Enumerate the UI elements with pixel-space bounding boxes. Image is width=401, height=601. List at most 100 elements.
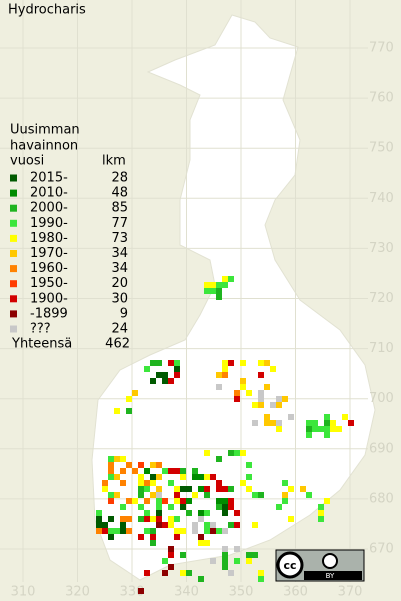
observation <box>96 516 102 522</box>
observation <box>246 474 252 480</box>
observation <box>210 528 216 534</box>
observation <box>180 474 186 480</box>
y-tick-label: 730 <box>369 241 394 256</box>
observation <box>264 414 270 420</box>
observation <box>282 396 288 402</box>
observation <box>222 504 228 510</box>
y-tick-label: 720 <box>369 291 394 306</box>
observation <box>348 420 354 426</box>
observation <box>228 570 234 576</box>
observation <box>210 474 216 480</box>
observation <box>198 540 204 546</box>
observation <box>216 288 222 294</box>
observation <box>216 528 222 534</box>
total-count: 462 <box>105 337 130 352</box>
observation <box>120 516 126 522</box>
observation <box>114 492 120 498</box>
observation <box>162 522 168 528</box>
observation <box>150 378 156 384</box>
legend-swatch <box>10 250 17 257</box>
legend-swatch <box>10 295 17 303</box>
badge-strip <box>304 571 362 580</box>
observation <box>258 390 264 396</box>
observation <box>222 498 228 504</box>
observation <box>186 498 192 504</box>
land <box>91 14 376 581</box>
y-tick-label: 680 <box>369 491 394 506</box>
observation <box>216 372 222 378</box>
observation <box>138 492 144 498</box>
legend-swatch <box>10 189 17 197</box>
observation <box>174 372 180 378</box>
legend-count-heading: lkm <box>102 154 126 169</box>
observation <box>162 558 168 564</box>
observation <box>288 486 294 492</box>
y-tick-label: 710 <box>369 341 394 356</box>
observation <box>162 372 168 378</box>
observation <box>210 522 216 528</box>
observation <box>258 396 264 402</box>
y-tick-label: 750 <box>369 141 394 156</box>
observation <box>144 366 150 372</box>
y-tick-label: 700 <box>369 391 394 406</box>
observation <box>174 468 180 474</box>
observation <box>132 390 138 396</box>
observation <box>258 492 264 498</box>
x-tick-label: 310 <box>11 585 36 600</box>
observation <box>186 510 192 516</box>
observation <box>276 420 282 426</box>
observation <box>162 468 168 474</box>
observation <box>204 474 210 480</box>
observation <box>126 516 132 522</box>
legend-swatch <box>10 310 17 318</box>
observation <box>150 492 156 498</box>
observation <box>288 414 294 420</box>
observation <box>234 390 240 396</box>
observation <box>198 576 204 582</box>
observation <box>120 468 126 474</box>
observation <box>246 462 252 468</box>
observation <box>324 420 330 426</box>
observation <box>132 468 138 474</box>
observation <box>234 510 240 516</box>
observation <box>174 366 180 372</box>
observation <box>168 546 174 552</box>
observation <box>204 486 210 492</box>
observation <box>156 510 162 516</box>
observation <box>156 504 162 510</box>
observation <box>108 534 114 540</box>
observation <box>144 486 150 492</box>
legend-label: 2015- <box>30 171 68 186</box>
legend-count: 48 <box>111 186 128 201</box>
observation <box>204 492 210 498</box>
observation <box>228 498 234 504</box>
observation <box>162 378 168 384</box>
observation <box>264 420 270 426</box>
observation <box>168 564 174 570</box>
observation <box>156 474 162 480</box>
observation <box>258 372 264 378</box>
observation <box>186 570 192 576</box>
observation <box>228 450 234 456</box>
observation <box>120 522 126 528</box>
observation <box>234 522 240 528</box>
observation <box>246 486 252 492</box>
title: Hydrocharis <box>8 3 86 18</box>
observation <box>144 570 150 576</box>
observation <box>234 546 240 552</box>
observation <box>150 360 156 366</box>
legend-swatch <box>10 265 17 273</box>
observation <box>216 486 222 492</box>
observation <box>150 516 156 522</box>
observation <box>204 510 210 516</box>
observation <box>138 474 144 480</box>
x-tick-label: 340 <box>174 585 199 600</box>
observation <box>162 570 168 576</box>
observation <box>276 504 282 510</box>
observation <box>168 552 174 558</box>
observation <box>144 468 150 474</box>
observation <box>318 510 324 516</box>
observation <box>216 282 222 288</box>
observation <box>120 456 126 462</box>
